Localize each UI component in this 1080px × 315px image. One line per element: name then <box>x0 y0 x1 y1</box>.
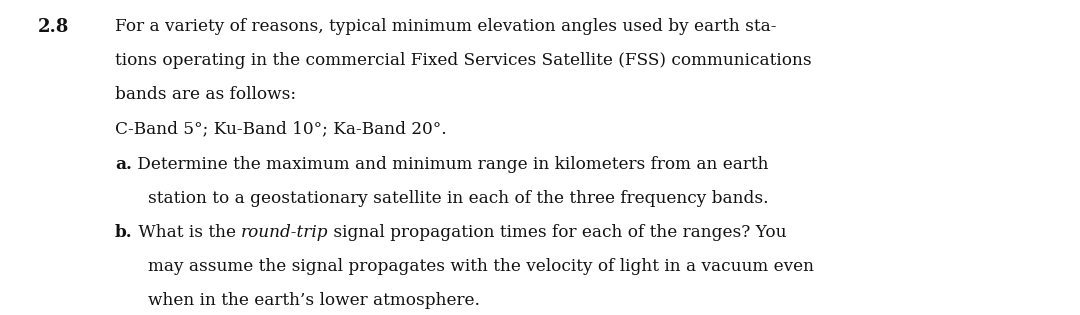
Text: tions operating in the commercial Fixed Services Satellite (FSS) communications: tions operating in the commercial Fixed … <box>114 52 812 69</box>
Text: For a variety of reasons, typical minimum elevation angles used by earth sta-: For a variety of reasons, typical minimu… <box>114 18 777 35</box>
Text: What is the: What is the <box>133 224 241 241</box>
Text: a.: a. <box>114 156 132 173</box>
Text: signal propagation times for each of the ranges? You: signal propagation times for each of the… <box>328 224 787 241</box>
Text: when in the earth’s lower atmosphere.: when in the earth’s lower atmosphere. <box>148 292 480 309</box>
Text: b.: b. <box>114 224 133 241</box>
Text: bands are as follows:: bands are as follows: <box>114 86 296 103</box>
Text: station to a geostationary satellite in each of the three frequency bands.: station to a geostationary satellite in … <box>148 190 769 207</box>
Text: may assume the signal propagates with the velocity of light in a vacuum even: may assume the signal propagates with th… <box>148 258 814 275</box>
Text: C-Band 5°; Ku-Band 10°; Ka-Band 20°.: C-Band 5°; Ku-Band 10°; Ka-Band 20°. <box>114 120 447 137</box>
Text: Determine the maximum and minimum range in kilometers from an earth: Determine the maximum and minimum range … <box>132 156 768 173</box>
Text: round-trip: round-trip <box>241 224 328 241</box>
Text: 2.8: 2.8 <box>38 18 69 36</box>
